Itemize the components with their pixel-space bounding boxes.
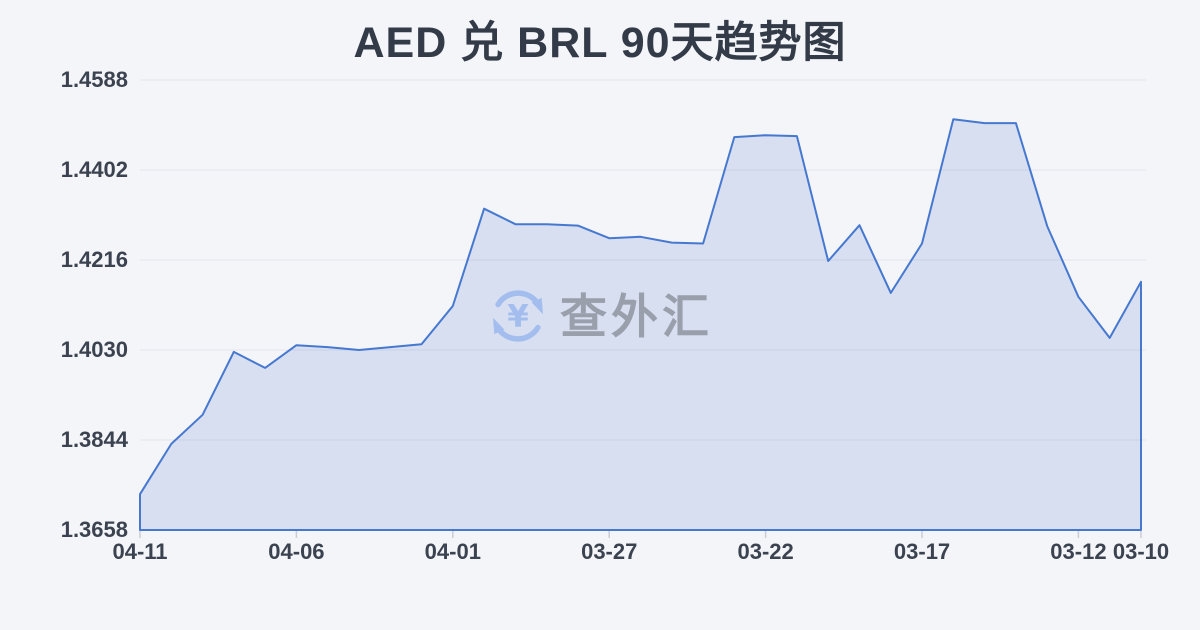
x-axis-label: 03-22 <box>737 539 794 564</box>
x-axis-label: 04-01 <box>424 539 481 564</box>
x-axis-label: 03-12 <box>1050 539 1107 564</box>
x-axis-label: 03-17 <box>893 539 951 564</box>
y-axis-label: 1.4402 <box>60 157 128 182</box>
y-axis-label: 1.3658 <box>60 517 128 542</box>
gridlines <box>140 79 1146 441</box>
x-axis-ticks <box>139 531 1142 538</box>
y-axis-label: 1.4216 <box>60 247 128 272</box>
y-axis-label: 1.4588 <box>60 67 128 92</box>
y-axis-label: 1.3844 <box>60 427 128 452</box>
page-title: AED 兑 BRL 90天趋势图 <box>353 19 847 67</box>
x-axis-label: 04-06 <box>268 539 325 564</box>
area-series <box>139 118 1142 531</box>
y-axis-label: 1.4030 <box>60 337 128 362</box>
x-axis-label: 04-11 <box>112 539 168 564</box>
x-axis-label: 03-27 <box>581 539 638 564</box>
x-axis-label: 03-10 <box>1112 539 1170 564</box>
